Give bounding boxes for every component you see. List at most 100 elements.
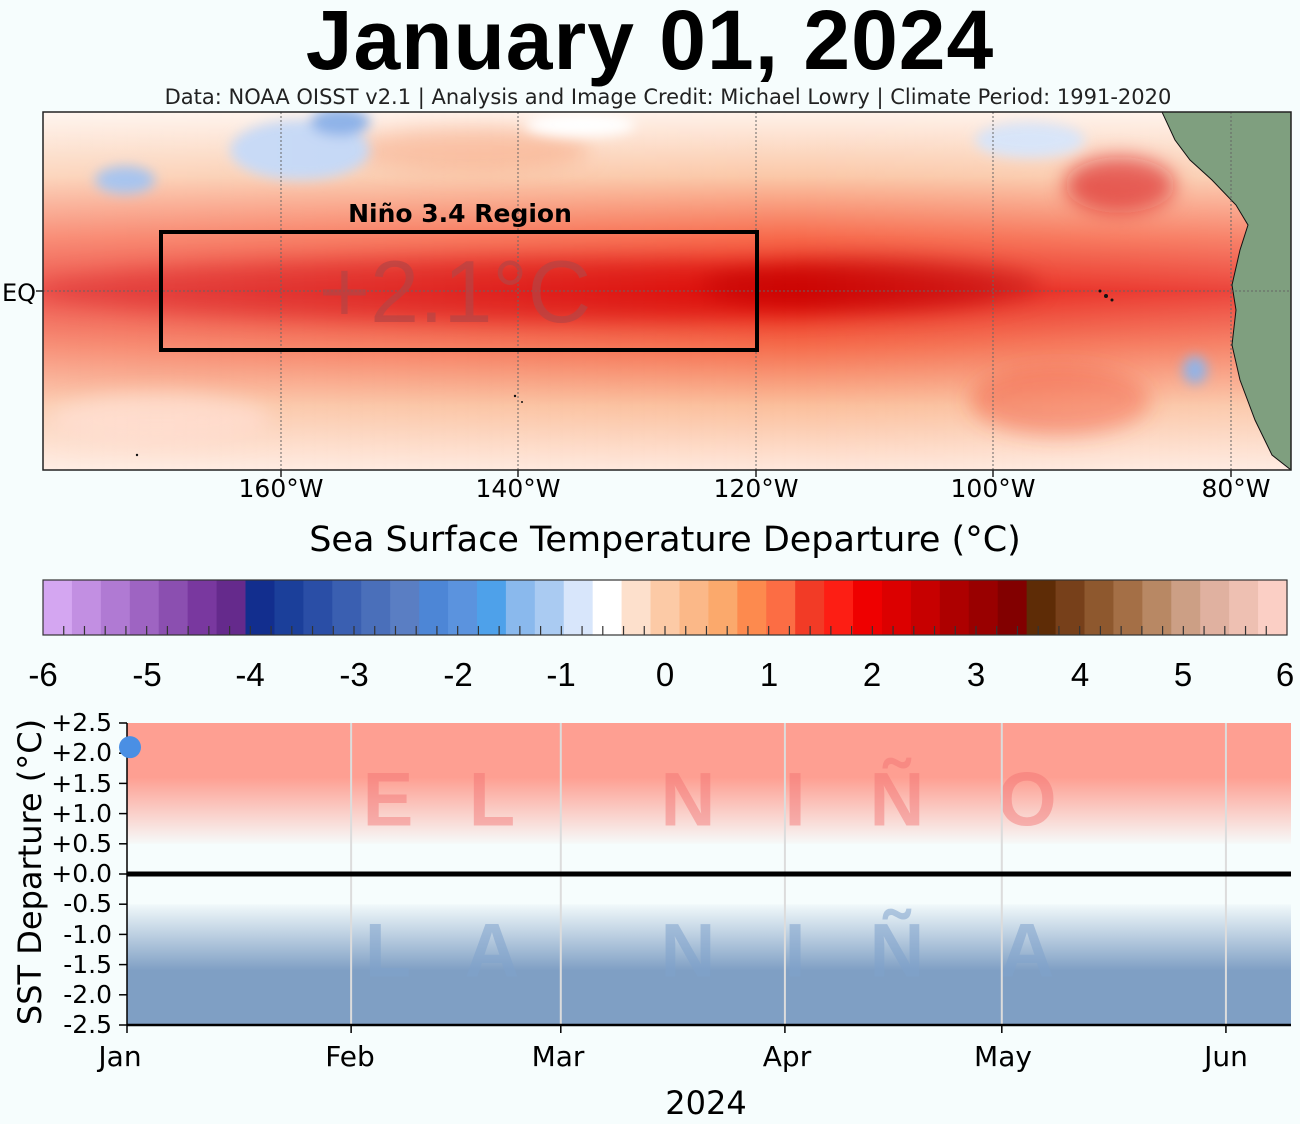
nino34-value: +2.1°C xyxy=(319,242,591,341)
colorbar-swatch xyxy=(332,580,362,635)
nino34-box xyxy=(159,230,759,352)
page-title: January 01, 2024 xyxy=(305,0,995,87)
colorbar-swatch xyxy=(303,580,333,635)
colorbar-swatch xyxy=(43,580,73,635)
colorbar-tick: -4 xyxy=(235,656,265,693)
el-nino-letter: L xyxy=(469,758,515,843)
colorbar-swatch xyxy=(390,580,420,635)
y-tick: +0.5 xyxy=(51,829,112,858)
colorbar-swatch xyxy=(766,580,796,635)
colorbar-swatch xyxy=(968,580,999,635)
colorbar-swatch xyxy=(1171,580,1201,635)
colorbar-swatch xyxy=(679,580,709,635)
y-tick: -2.5 xyxy=(63,1010,112,1039)
timeseries-chart: E L N I Ñ OL A N I Ñ A xyxy=(119,722,1291,1033)
y-tick: +2.0 xyxy=(51,738,112,767)
colorbar-tick: -1 xyxy=(546,656,576,693)
colorbar-swatch xyxy=(534,580,565,635)
colorbar-tick: 0 xyxy=(655,656,675,693)
colorbar-swatch xyxy=(419,580,449,635)
x-tick: Feb xyxy=(325,1040,375,1073)
colorbar-tick: -5 xyxy=(132,656,162,693)
colorbar-swatch xyxy=(274,580,304,635)
data-credit: Data: NOAA OISST v2.1 | Analysis and Ima… xyxy=(164,85,1172,109)
la-nina-letter: A xyxy=(465,909,520,994)
y-tick: -0.5 xyxy=(63,889,112,918)
x-tick: May xyxy=(974,1040,1032,1073)
y-tick: +0.0 xyxy=(51,859,112,888)
el-nino-letter: N xyxy=(661,758,716,843)
colorbar-swatch xyxy=(448,580,478,635)
colorbar-swatch xyxy=(708,580,738,635)
colorbar-swatch xyxy=(997,580,1028,635)
colorbar-tick: -6 xyxy=(28,656,58,693)
colorbar-swatch xyxy=(100,580,131,635)
colorbar-swatch xyxy=(245,580,276,635)
colorbar-tick: 5 xyxy=(1173,656,1193,693)
la-nina-letter: L xyxy=(365,909,411,994)
sst-anomaly-map: Niño 3.4 Region +2.1°C xyxy=(36,111,1292,477)
colorbar-swatch xyxy=(1142,580,1172,635)
el-nino-letter: E xyxy=(363,758,414,843)
colorbar-swatch xyxy=(129,580,160,635)
colorbar-swatch xyxy=(563,580,594,635)
lon-tick: 140°W xyxy=(475,474,561,503)
x-tick: Jan xyxy=(98,1040,142,1073)
colorbar-tick: 4 xyxy=(1070,656,1090,693)
la-nina-letter: A xyxy=(1000,909,1055,994)
colorbar-tick: -3 xyxy=(339,656,369,693)
x-tick: Apr xyxy=(762,1040,812,1073)
colorbar-tick: 1 xyxy=(759,656,779,693)
y-tick: -1.0 xyxy=(63,920,112,949)
colorbar-swatch xyxy=(1229,580,1259,635)
y-tick: +2.5 xyxy=(51,708,112,737)
colorbar-swatch xyxy=(592,580,623,635)
lon-tick: 120°W xyxy=(713,474,799,503)
y-tick: -2.0 xyxy=(63,980,112,1009)
colorbar-swatch xyxy=(1258,580,1288,635)
y-tick: -1.5 xyxy=(63,950,112,979)
el-nino-letter: I xyxy=(784,758,805,843)
el-nino-letter: Ñ xyxy=(870,758,925,843)
lon-tick: 100°W xyxy=(950,474,1036,503)
nino34-label: Niño 3.4 Region xyxy=(348,199,572,228)
colorbar-tick: 3 xyxy=(966,656,986,693)
colorbar-swatch xyxy=(881,580,912,635)
la-nina-letter: I xyxy=(784,909,805,994)
colorbar-swatch xyxy=(1026,580,1057,635)
sst-data-point xyxy=(119,736,141,759)
lon-tick: 80°W xyxy=(1201,474,1271,503)
colorbar-swatch xyxy=(1113,580,1143,635)
colorbar-swatch xyxy=(216,580,247,635)
la-nina-band xyxy=(127,904,1291,1025)
colorbar-swatch xyxy=(621,580,652,635)
colorbar-swatch xyxy=(1084,580,1115,635)
x-tick: Jun xyxy=(1204,1040,1248,1073)
colorbar-swatch xyxy=(476,580,507,635)
lon-tick: 160°W xyxy=(238,474,324,503)
colorbar-swatch xyxy=(795,580,825,635)
equator-label: EQ xyxy=(2,279,37,307)
colorbar-swatch xyxy=(1055,580,1086,635)
colorbar-swatch xyxy=(737,580,767,635)
el-nino-band xyxy=(127,723,1291,844)
la-nina-letter: Ñ xyxy=(870,909,925,994)
colorbar-swatch xyxy=(939,580,970,635)
colorbar-swatch xyxy=(853,580,883,635)
colorbar-swatch xyxy=(158,580,189,635)
colorbar xyxy=(42,579,1288,636)
colorbar-swatch xyxy=(910,580,941,635)
colorbar-tick: 6 xyxy=(1275,656,1295,693)
y-axis-label: SST Departure (°C) xyxy=(11,718,49,1026)
colorbar-swatch xyxy=(71,580,102,635)
colorbar-swatch xyxy=(1200,580,1230,635)
colorbar-swatch xyxy=(361,580,391,635)
y-tick: +1.0 xyxy=(51,799,112,828)
el-nino-letter: O xyxy=(997,758,1056,843)
colorbar-tick: 2 xyxy=(862,656,882,693)
colorbar-swatch xyxy=(505,580,536,635)
colorbar-swatch xyxy=(824,580,854,635)
y-tick: +1.5 xyxy=(51,769,112,798)
x-tick: Mar xyxy=(531,1040,585,1073)
colorbar-swatch xyxy=(187,580,218,635)
